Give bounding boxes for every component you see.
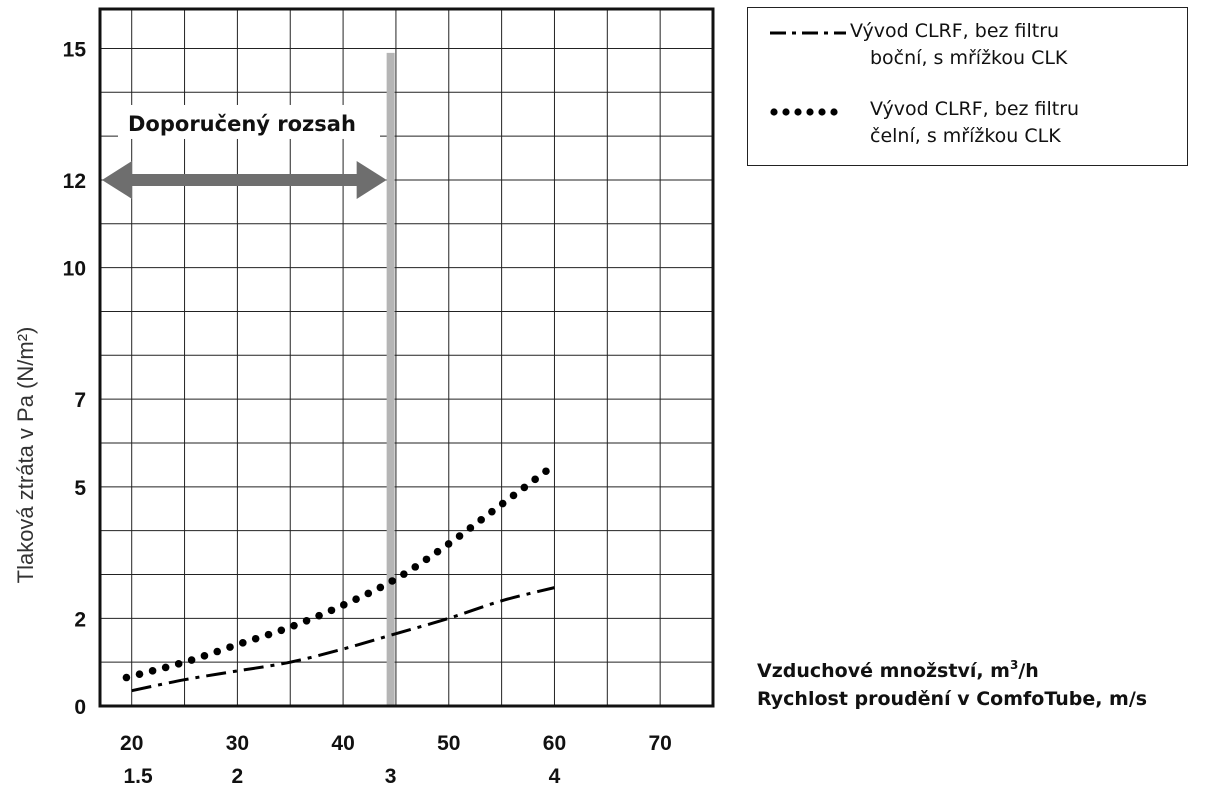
series-point-frontal — [290, 621, 298, 630]
series-point-frontal — [376, 583, 385, 592]
range-arrow-right-head — [356, 160, 387, 199]
y-tick-label: 2 — [74, 608, 86, 631]
series-point-frontal — [498, 499, 507, 508]
x-tick-label-velocity: 2 — [232, 765, 244, 788]
series-point-frontal — [213, 647, 222, 656]
legend-entry-1-line2: boční, s mřížkou CLK — [870, 47, 1068, 69]
legend-entry-2-line1: Vývod CLRF, bez filtru — [870, 98, 1080, 120]
legend-entry-1-line1: Vývod CLRF, bez filtru — [850, 20, 1060, 42]
series-point-frontal — [122, 673, 131, 682]
series-point-frontal — [277, 626, 286, 635]
x-axis-label-flow: Vzduchové množství, m3/h — [757, 658, 1039, 682]
series-point-frontal — [520, 483, 529, 492]
x-tick-label: 60 — [543, 732, 566, 755]
series-point-frontal — [148, 667, 157, 675]
series-point-frontal — [187, 656, 196, 664]
x-tick-label: 40 — [331, 732, 354, 755]
y-tick-label: 5 — [74, 477, 86, 500]
series-point-frontal — [444, 540, 453, 548]
series-group — [122, 465, 555, 693]
series-point-frontal — [531, 475, 539, 484]
x-tick-label: 50 — [437, 732, 460, 755]
legend-swatch-dashdot — [770, 31, 846, 35]
series-point-frontal — [174, 660, 183, 668]
series-point-frontal — [251, 634, 260, 643]
x-tick-label: 70 — [648, 732, 671, 755]
series-point-frontal — [364, 589, 373, 598]
series-2 — [122, 465, 554, 682]
series-point-frontal — [509, 491, 518, 500]
y-tick-label: 15 — [63, 38, 87, 61]
x-tick-label-velocity: 1.5 — [123, 765, 153, 788]
y-axis-label: Tlaková ztráta v Pa (N/m²) — [13, 327, 38, 584]
series-point-frontal — [226, 643, 234, 651]
series-point-frontal — [466, 524, 475, 532]
series-point-frontal — [422, 555, 431, 564]
y-tick-label: 7 — [74, 389, 86, 412]
x-tick-label-velocity: 3 — [385, 765, 397, 788]
series-point-frontal — [433, 547, 442, 556]
y-tick-label: 12 — [63, 170, 86, 193]
series-point-frontal — [388, 577, 397, 585]
y-tick-label: 0 — [74, 696, 86, 719]
range-label: Doporučený rozsah — [128, 112, 356, 136]
series-point-frontal — [264, 630, 273, 639]
series-point-frontal — [400, 570, 408, 578]
x-tick-label: 20 — [120, 732, 143, 755]
series-point-frontal — [161, 663, 170, 672]
series-point-frontal — [542, 467, 550, 476]
recommended-range-group: Doporučený rozsah — [102, 104, 387, 199]
series-point-frontal — [239, 639, 247, 647]
legend-swatch-dotted — [770, 108, 838, 116]
series-path-frontal — [126, 465, 554, 678]
y-tick-label: 10 — [63, 258, 86, 281]
series-point-frontal — [477, 516, 485, 524]
range-label-background — [118, 104, 380, 139]
series-point-frontal — [200, 652, 209, 660]
range-arrow-left-head — [102, 160, 132, 199]
series-point-frontal — [327, 606, 336, 615]
series-point-frontal — [455, 532, 464, 540]
series-point-frontal — [488, 507, 496, 516]
x-axis-label-velocity: Rychlost proudění v ComfoTube, m/s — [757, 688, 1148, 710]
legend-entry-2-line2: čelní, s mřížkou CLK — [870, 125, 1061, 147]
plot-frame — [98, 7, 715, 708]
series-point-frontal — [340, 601, 348, 609]
x-tick-label-velocity: 4 — [549, 765, 561, 788]
legend: Vývod CLRF, bez filtru boční, s mřížkou … — [747, 7, 1188, 166]
tick-labels: 0 2 5 7 10 12 15 20 30 40 50 60 70 1.5 2 3 4 — [63, 38, 672, 788]
series-point-frontal — [411, 563, 420, 571]
series-point-frontal — [135, 670, 144, 678]
series-point-frontal — [302, 616, 311, 625]
series-point-frontal — [315, 611, 323, 620]
series-point-frontal — [352, 595, 360, 604]
x-tick-label: 30 — [226, 732, 249, 755]
